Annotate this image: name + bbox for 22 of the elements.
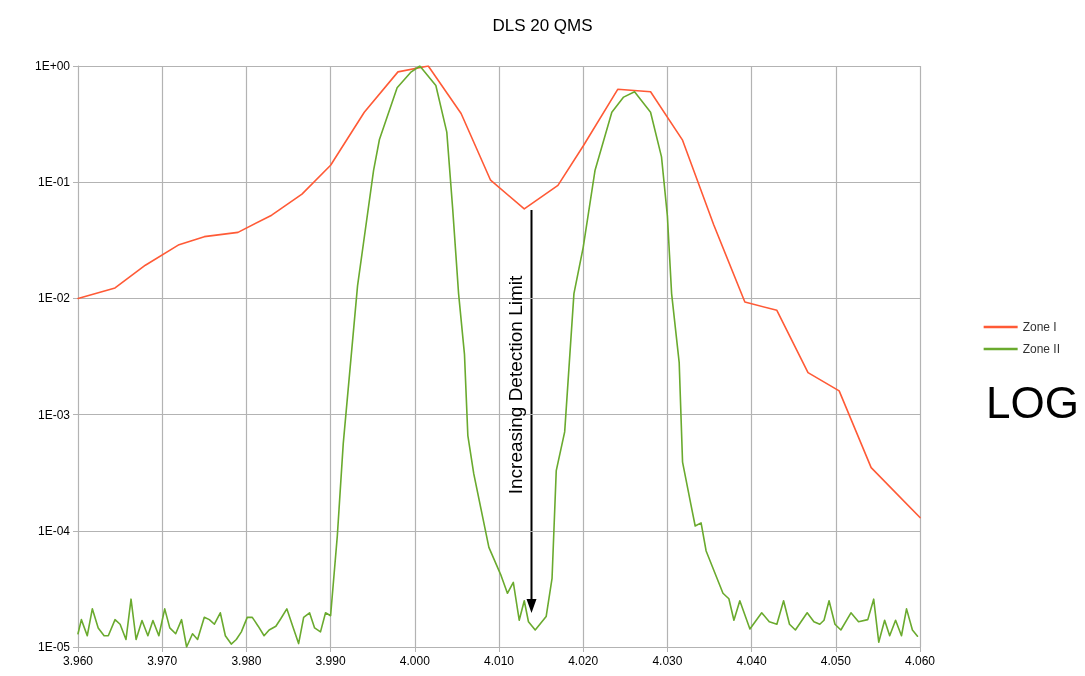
legend-label: Zone II (1022, 342, 1061, 356)
y-tick-label: 1E-01 (37, 175, 71, 190)
x-tick-label: 4.050 (820, 654, 852, 668)
x-tick-label: 3.960 (62, 654, 94, 668)
x-tick-label: 3.980 (231, 654, 262, 668)
y-tick-label: 1E-05 (37, 640, 71, 654)
text: LOG (986, 377, 1079, 427)
y-tick-label: 1E-04 (37, 523, 71, 538)
x-tick-label: 4.040 (736, 654, 767, 668)
x-tick-label: 3.970 (147, 654, 178, 668)
x-tick-label: 4.060 (904, 654, 936, 668)
y-tick-label: 1E+00 (34, 59, 71, 73)
x-tick-label: 4.000 (399, 654, 431, 668)
x-tick-label: 4.010 (483, 654, 515, 668)
annotation: Increasing Detection Limit (505, 274, 526, 495)
x-tick-label: 4.020 (568, 654, 599, 668)
x-tick-label: 4.030 (652, 654, 683, 668)
legend-label: Zone I (1022, 320, 1057, 334)
y-tick-label: 1E-02 (37, 291, 71, 306)
y-tick-label: 1E-03 (37, 407, 71, 422)
chart-title: DLS 20 QMS (492, 16, 593, 35)
x-tick-label: 3.990 (315, 654, 346, 668)
